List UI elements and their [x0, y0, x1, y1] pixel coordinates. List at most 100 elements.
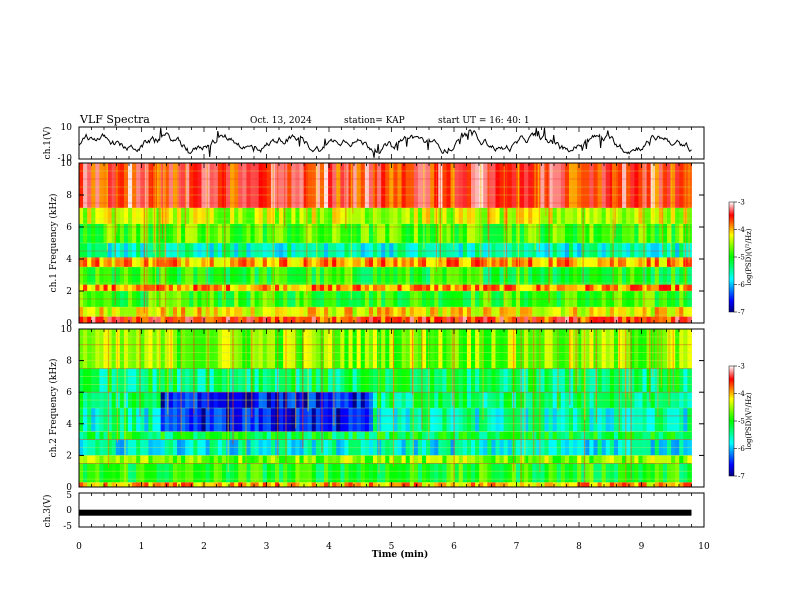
spectrogram-cell [413, 307, 419, 317]
spectrogram-cell [446, 329, 451, 369]
spectrogram-cell [238, 163, 243, 208]
spectrogram-cell [654, 243, 660, 258]
spectrogram-cell [111, 316, 117, 323]
spectrogram-cell [250, 163, 255, 208]
spectrogram-cell [687, 329, 692, 369]
spectrogram-cell [181, 431, 186, 440]
spectrogram-cell [156, 455, 162, 464]
spectrogram-cell [430, 207, 435, 224]
spectrogram-cell [209, 408, 215, 432]
spectrogram-cell [377, 307, 382, 317]
spectrogram-cell [136, 463, 141, 483]
spectrogram-cell [360, 408, 366, 432]
spectrogram-cell [609, 267, 615, 285]
spectrogram-cell [385, 329, 390, 369]
spectrogram-cell [675, 482, 680, 487]
spectrogram-cell [393, 455, 398, 464]
spectrogram-cell [221, 455, 227, 464]
spectrogram-cell [622, 243, 627, 258]
spectrogram-cell [128, 163, 133, 208]
spectrogram-cell [528, 408, 533, 432]
spectrogram-cell [364, 463, 370, 483]
spectrogram-cell [679, 267, 684, 285]
spectrogram-cell [471, 431, 476, 440]
time-axis-ticks [78, 127, 705, 527]
spectrogram-cell [230, 463, 235, 483]
spectrogram-cell [642, 207, 647, 224]
spectrogram-cell [430, 482, 435, 487]
ytick-label: 6 [66, 388, 72, 398]
spectrogram-cell [483, 482, 488, 487]
spectrogram-cell [156, 463, 162, 483]
spectrogram-cell [422, 329, 427, 369]
spectrogram-cell [483, 267, 488, 285]
spectrogram-cell [679, 431, 684, 440]
spectrogram-cell [315, 316, 321, 323]
spectrogram-cell [168, 316, 174, 323]
spectrogram-cell [348, 368, 353, 393]
spectrogram-cell [618, 307, 623, 317]
spectrogram-cell [454, 368, 460, 393]
spectrogram-cell [177, 163, 182, 208]
spectrogram-cell [471, 207, 476, 224]
spectrogram-cell [626, 284, 631, 291]
spectrogram-cell [373, 455, 378, 464]
spectrogram-cell [528, 257, 533, 267]
spectrogram-cell [205, 455, 211, 464]
spectrogram-cell [475, 223, 480, 243]
spectrogram-cell [479, 482, 484, 487]
spectrogram-cell [683, 307, 688, 317]
spectrogram-cell [336, 463, 341, 483]
spectrogram-cell [291, 307, 296, 317]
spectrogram-cell [499, 257, 505, 267]
spectrogram-cell [356, 368, 362, 393]
spectrogram-cell [515, 455, 521, 464]
spectrogram-cell [291, 163, 296, 208]
spectrogram-cell [266, 431, 272, 440]
spectrogram-cell [303, 163, 309, 208]
spectrogram-cell [626, 307, 631, 317]
spectrogram-cell [197, 207, 202, 224]
colorbar-tick-label: -4 [738, 226, 745, 234]
spectrogram-cell [430, 163, 435, 208]
spectrogram-cell [213, 284, 219, 291]
spectrogram-cell [564, 284, 570, 291]
spectrogram-cell [609, 257, 615, 267]
ytick-label: 10 [61, 159, 73, 169]
spectrogram-cell [479, 243, 484, 258]
spectrogram-cell [536, 257, 541, 267]
spectrogram-cell [618, 316, 623, 323]
spectrogram-cell [422, 368, 427, 393]
spectrogram-cell [181, 482, 186, 487]
spectrogram-cell [528, 368, 533, 393]
spectrogram-cell [401, 163, 407, 208]
spectrogram-cell [401, 463, 407, 483]
spectrogram-cell [507, 408, 513, 432]
spectrogram-cell [458, 257, 464, 267]
spectrogram-cell [650, 408, 656, 432]
spectrogram-cell [242, 482, 247, 487]
spectrogram-cell [234, 329, 239, 369]
spectrogram-cell [262, 455, 268, 464]
spectrogram-cell [638, 223, 643, 243]
spectrogram-cell [107, 257, 113, 267]
spectrogram-cell [638, 284, 643, 291]
spectrogram-cell [95, 316, 100, 323]
spectrogram-cell [605, 267, 611, 285]
spectrogram-cell [283, 207, 288, 224]
spectrogram-cell [405, 163, 411, 208]
spectrogram-cell [242, 267, 247, 285]
spectrogram-cell [385, 316, 390, 323]
spectrogram-cell [299, 223, 304, 243]
spectrogram-cell [413, 257, 419, 267]
spectrogram-cell [491, 316, 496, 323]
spectrogram-cell [683, 316, 688, 323]
sferic-streak [106, 163, 108, 252]
spectrogram-cell [638, 207, 643, 224]
spectrogram-cell [140, 482, 145, 487]
spectrogram-cell [597, 207, 603, 224]
spectrogram-cell [328, 243, 333, 258]
spectrogram-cell [283, 223, 288, 243]
spectrogram-cell [613, 257, 619, 267]
spectrogram-cell [128, 482, 133, 487]
